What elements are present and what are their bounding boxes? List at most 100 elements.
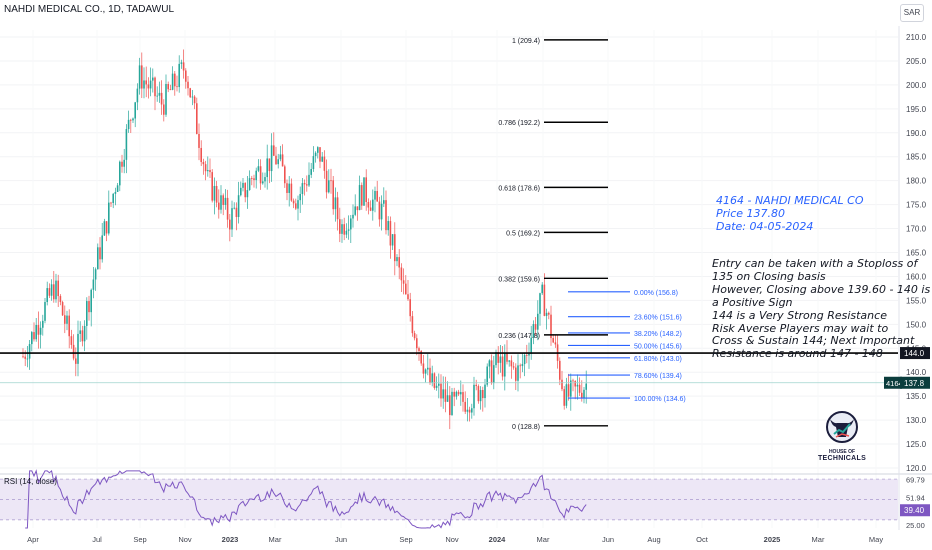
price-tick-label: 125.0 [906,440,927,449]
candle [438,383,440,386]
candle [504,353,506,377]
candle [539,293,541,314]
candle [433,373,436,388]
candle [108,202,110,234]
fib-level-label: 0.618 (178.6) [498,185,540,192]
candle [493,365,495,384]
candle [88,301,90,313]
candle [110,202,112,204]
candle [149,80,152,89]
time-tick-label: Apr [27,535,39,544]
candle [204,164,207,172]
candle [567,384,570,397]
price-tick-label: 135.0 [906,392,927,401]
candle [255,170,257,181]
fib-level-label: 1 (209.4) [512,38,540,45]
candle [350,218,352,230]
candle [273,145,275,156]
candle [402,280,405,284]
candle [460,392,462,395]
candle [332,180,334,210]
candle [31,332,33,345]
candle [292,200,295,204]
symbol-tag-label: 4164 [886,379,903,388]
candle [86,301,88,326]
candle [545,312,548,316]
rsi-title: RSI (14, close) [4,477,57,486]
candle [583,389,585,399]
logo-text: TECHNICALS [817,455,867,462]
candle [288,183,290,193]
candle [147,84,150,89]
candle [435,385,438,388]
price-tick-label: 170.0 [906,225,927,234]
candle [57,280,59,297]
candle [59,296,62,303]
candle [341,224,343,234]
candle [134,102,136,119]
annotation-line: a Positive Sign [712,295,793,309]
time-tick-label: Sep [399,535,412,544]
candle [284,166,286,184]
candle [121,161,123,167]
candle [295,203,297,209]
candle [163,104,165,115]
candle [224,197,227,205]
candle [81,330,84,342]
candle [488,360,491,367]
price-tick-label: 130.0 [906,416,927,425]
candle [189,88,191,98]
time-tick-label: Jun [602,535,614,544]
candle [398,257,400,268]
candle [468,409,471,413]
candle [178,63,180,88]
candle [202,162,205,165]
candle [132,118,134,121]
candle [266,158,268,178]
candle [94,269,97,280]
candle [486,366,488,385]
price-tag [900,376,930,389]
candle [50,284,53,296]
candle [92,279,95,290]
candle [246,190,249,198]
fib-level-label: 0 (128.8) [512,424,540,431]
candle [222,195,224,205]
candle [191,96,194,98]
candle [141,65,143,89]
candle [182,62,185,71]
candle [215,185,218,203]
candle [171,73,174,90]
annotation-line: However, Closing above 139.60 - 140 is [712,282,931,296]
time-tick-label: Mar [812,535,825,544]
currency-button[interactable]: SAR [900,4,924,22]
candle [257,166,260,171]
rsi-tick-label: 25.00 [906,521,925,530]
candle [158,92,161,96]
candle [275,155,277,165]
candle [367,202,370,208]
time-tick-label: Mar [269,535,282,544]
candle [281,154,284,167]
candle [429,367,431,383]
candle [497,352,499,363]
candle [114,191,117,194]
brand-logo: HOUSE OF TECHNICALS [816,410,868,466]
candle [79,330,81,334]
candle [251,178,253,179]
candle [358,185,361,211]
logo-text: HOUSE OF [828,449,856,455]
price-tick-label: 120.0 [906,464,927,473]
annotation-text: Entry can be taken with a Stoploss of 13… [712,257,931,361]
candle [220,195,222,210]
candle [70,336,73,345]
candle [574,381,576,387]
candle [391,234,394,246]
candle [209,170,211,173]
candle [506,353,508,362]
annotation-blue: 4164 - NAHDI MEDICAL CO Price 137.80 Dat… [716,194,864,233]
candle [407,294,409,300]
candle [196,103,198,134]
candle [484,384,486,399]
